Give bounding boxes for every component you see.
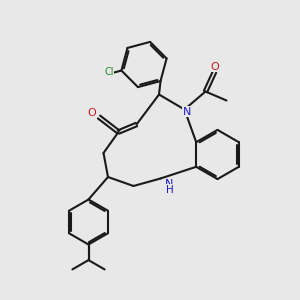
- Text: Cl: Cl: [104, 67, 114, 77]
- Text: H: H: [166, 185, 173, 195]
- Text: O: O: [87, 108, 96, 118]
- Text: N: N: [165, 179, 174, 189]
- Text: O: O: [211, 61, 220, 72]
- Text: N: N: [183, 107, 191, 117]
